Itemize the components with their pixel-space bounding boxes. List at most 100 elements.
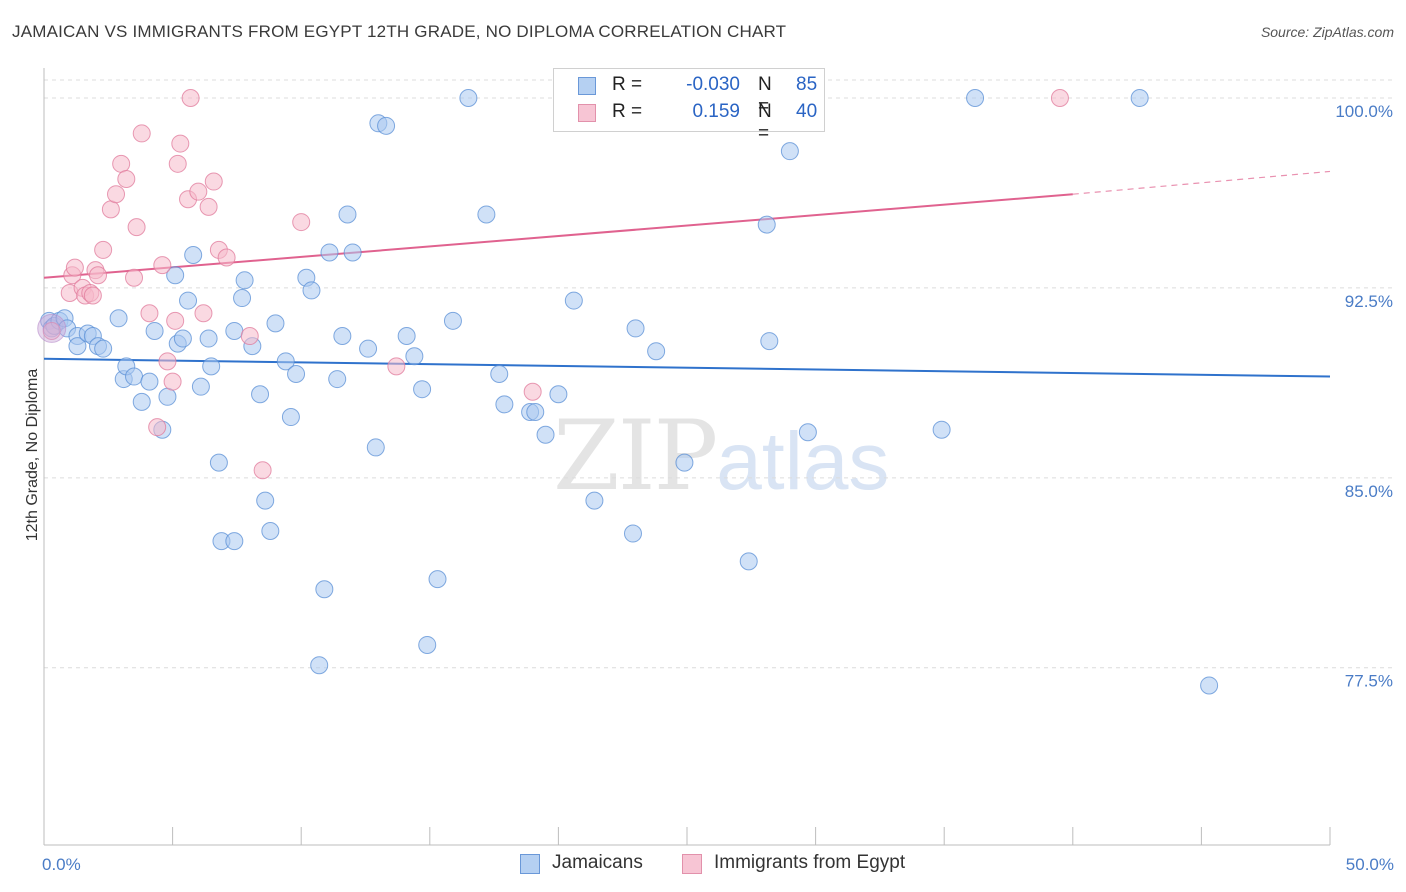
point-egypt (292, 213, 311, 232)
n-value: 40 (796, 101, 818, 122)
legend-swatch-jamaicans (578, 77, 596, 95)
point-jamaicans (757, 215, 776, 234)
trend-line-egypt-extension (1072, 170, 1331, 195)
n-value: 85 (796, 74, 818, 95)
point-jamaicans (739, 552, 758, 571)
point-jamaicans (428, 570, 447, 589)
legend-label-jamaicans: Jamaicans (552, 852, 643, 873)
point-jamaicans (526, 402, 545, 421)
point-egypt (253, 461, 272, 480)
chart-title: JAMAICAN VS IMMIGRANTS FROM EGYPT 12TH G… (12, 22, 787, 41)
legend-label-egypt: Immigrants from Egypt (714, 852, 906, 873)
point-jamaicans (225, 532, 244, 551)
data-points (37, 88, 1219, 695)
point-jamaicans (397, 327, 416, 346)
r-value: 0.159 (692, 101, 740, 122)
y-axis-label: 12th Grade, No Diploma (24, 369, 41, 542)
point-jamaicans (585, 491, 604, 510)
point-jamaicans (490, 365, 509, 383)
point-jamaicans (125, 367, 144, 386)
point-jamaicans (328, 370, 347, 389)
point-egypt (101, 200, 120, 219)
point-egypt (189, 182, 208, 201)
point-jamaicans (145, 321, 164, 340)
point-jamaicans (477, 205, 496, 224)
point-jamaicans (287, 365, 306, 383)
point-jamaicans (109, 309, 128, 328)
source-credit: Source: ZipAtlas.com (1260, 24, 1394, 40)
point-jamaicans (413, 380, 432, 399)
point-jamaicans (166, 266, 185, 285)
correlation-legend: R = -0.030 N = 85 R = 0.159 N = 40 (553, 68, 825, 144)
tick-labels: 100.0% 92.5% 85.0% 77.5% 0.0% 50.0% (42, 102, 1394, 874)
r-value: -0.030 (686, 74, 740, 95)
point-jamaicans (179, 291, 198, 310)
point-egypt (166, 311, 185, 330)
point-egypt (42, 321, 61, 340)
x-tick-label: 0.0% (42, 855, 81, 874)
point-jamaicans (158, 387, 177, 406)
y-tick-label: 77.5% (1345, 672, 1393, 691)
point-jamaicans (281, 408, 300, 427)
point-jamaicans (333, 327, 352, 346)
point-jamaicans (315, 580, 334, 599)
y-tick-label: 100.0% (1335, 102, 1393, 121)
point-jamaicans (760, 332, 779, 351)
point-egypt (65, 258, 84, 277)
point-jamaicans (1200, 676, 1219, 695)
point-egypt (168, 154, 187, 173)
point-egypt (171, 134, 190, 153)
point-egypt (158, 352, 177, 371)
point-jamaicans (966, 88, 985, 107)
point-jamaicans (251, 385, 270, 404)
point-jamaicans (549, 385, 568, 404)
point-jamaicans (377, 116, 396, 135)
point-jamaicans (366, 438, 385, 457)
point-jamaicans (68, 337, 87, 356)
trend-line-jamaicans (43, 357, 1331, 378)
point-jamaicans (343, 243, 362, 262)
trend-lines (43, 170, 1331, 378)
point-jamaicans (459, 88, 478, 107)
point-egypt (240, 327, 259, 346)
point-jamaicans (623, 524, 642, 543)
point-cluster (37, 313, 67, 343)
point-jamaicans (405, 347, 424, 366)
point-egypt (199, 197, 218, 216)
point-egypt (127, 218, 146, 237)
point-jamaicans (202, 357, 221, 376)
point-egypt (387, 357, 406, 376)
watermark: ZIPatlas (553, 400, 889, 512)
n-label: N = (758, 74, 772, 117)
point-jamaicans (94, 339, 113, 358)
point-egypt (112, 154, 131, 173)
legend-swatch-jamaicans (520, 854, 540, 874)
point-egypt (217, 248, 236, 267)
point-jamaicans (320, 243, 339, 262)
y-tick-label: 92.5% (1345, 292, 1393, 311)
point-jamaicans (798, 423, 817, 442)
point-jamaicans (199, 329, 218, 348)
watermark-zip: ZIP (553, 400, 718, 512)
point-egypt (153, 256, 172, 275)
point-jamaicans (261, 522, 280, 540)
point-jamaicans (233, 289, 252, 308)
x-tick-label: 50.0% (1346, 855, 1394, 874)
legend-swatch-egypt (578, 104, 596, 122)
point-jamaicans (266, 314, 285, 333)
point-egypt (1050, 88, 1069, 107)
y-tick-label: 85.0% (1345, 482, 1393, 501)
point-jamaicans (418, 635, 437, 654)
point-jamaicans (564, 291, 583, 310)
point-jamaicans (310, 656, 329, 675)
axes (43, 68, 1331, 846)
point-jamaicans (359, 339, 378, 358)
point-jamaicans (235, 271, 254, 290)
point-egypt (163, 372, 182, 391)
r-label: R = (612, 101, 643, 122)
point-jamaicans (338, 205, 357, 224)
point-egypt (125, 268, 144, 287)
point-jamaicans (302, 281, 321, 300)
point-jamaicans (1130, 88, 1149, 107)
